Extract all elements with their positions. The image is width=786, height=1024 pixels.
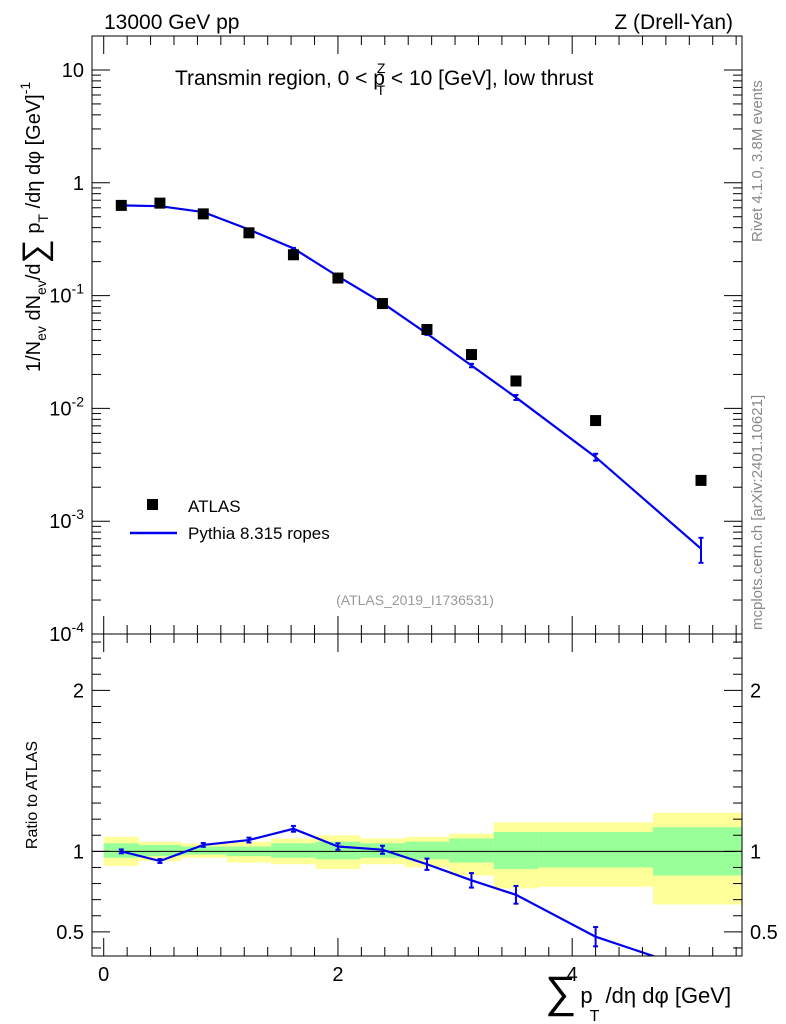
ratio-y-tick-label-right: 0.5 bbox=[750, 922, 778, 944]
ratio-y-tick-label-left: 0.5 bbox=[56, 922, 84, 944]
legend: ATLAS Pythia 8.315 ropes bbox=[130, 497, 330, 543]
x-axis-label: ∑ p T /dη dφ [GeV] bbox=[545, 968, 731, 1024]
x-tick-label: 0 bbox=[98, 964, 109, 986]
main-y-ticks: 10 1 10-1 10-2 10-3 10-4 bbox=[49, 35, 742, 646]
title-sup: Z bbox=[377, 60, 386, 76]
title-pre: Transmin region, 0 < p bbox=[175, 67, 385, 90]
atlas-point bbox=[115, 199, 127, 211]
ratio-y-tick-label-right: 2 bbox=[750, 680, 761, 702]
ratio-y-ticks: 0.5 0.5 1 1 2 2 bbox=[56, 641, 778, 949]
main-x-ticks bbox=[103, 36, 737, 634]
ratio-y-tick-label-left: 1 bbox=[73, 841, 84, 863]
stat-uncertainty-band bbox=[138, 844, 182, 857]
ratio-frame bbox=[91, 633, 743, 957]
atlas-point bbox=[332, 272, 344, 284]
atlas-point bbox=[197, 208, 209, 220]
atlas-point bbox=[154, 197, 166, 209]
main-title: Transmin region, 0 < pZ T < 10 [GeV], low… bbox=[175, 60, 594, 98]
atlas-point bbox=[421, 324, 433, 336]
mc-line bbox=[121, 204, 702, 550]
ratio-panel: 0.5 0.5 1 1 2 2 0 2 4 Ratio to ATLAS ∑ p T /dη dφ… bbox=[24, 633, 778, 1024]
x-tick-label: 2 bbox=[332, 964, 343, 986]
rivet-label: Rivet 4.1.0, 3.8M events bbox=[749, 80, 766, 242]
stat-uncertainty-band bbox=[538, 832, 653, 868]
atlas-point bbox=[510, 375, 522, 387]
title-sub: T bbox=[376, 82, 385, 98]
atlas-point bbox=[590, 415, 602, 427]
ratio-mc-line bbox=[121, 827, 657, 956]
ratio-x-ticks: 0 2 4 bbox=[98, 634, 737, 986]
y-tick-label: 1 bbox=[73, 173, 84, 195]
main-frame bbox=[91, 35, 743, 635]
y-tick-label: 10 bbox=[62, 60, 84, 82]
atlas-point bbox=[376, 298, 388, 310]
x-label-sigma: ∑ bbox=[545, 968, 576, 1017]
ratio-y-axis-label: Ratio to ATLAS bbox=[24, 741, 41, 849]
stat-uncertainty-band bbox=[493, 832, 539, 870]
x-tick-label: 4 bbox=[567, 964, 578, 986]
atlas-point bbox=[243, 227, 255, 239]
y-tick-label: 10-1 bbox=[49, 281, 84, 308]
stat-uncertainty-band bbox=[404, 841, 450, 860]
stat-uncertainty-band bbox=[449, 838, 494, 863]
ratio-y-tick-label-left: 2 bbox=[73, 680, 84, 702]
main-y-axis-label: 1/Nev dNev/d∑ pT /dη dφ [GeV]-1 bbox=[16, 82, 54, 372]
mcplots-label: mcplots.cern.ch [arXiv:2401.10621] bbox=[749, 395, 766, 630]
ratio-mc-series bbox=[118, 824, 657, 956]
y-tick-label: 10-2 bbox=[49, 393, 84, 420]
atlas-point bbox=[695, 474, 707, 486]
header-right: Z (Drell-Yan) bbox=[614, 11, 733, 34]
legend-atlas-label: ATLAS bbox=[188, 497, 241, 516]
atlas-series bbox=[115, 197, 707, 486]
y-tick-label: 10-3 bbox=[49, 506, 84, 533]
stat-uncertainty-band bbox=[271, 843, 316, 858]
legend-mc-label: Pythia 8.315 ropes bbox=[188, 524, 330, 543]
stat-uncertainty-band bbox=[181, 846, 227, 855]
ratio-y-tick-label-right: 1 bbox=[750, 841, 761, 863]
main-panel: 10 1 10-1 10-2 10-3 10-4 Transmin region, 0 <… bbox=[16, 35, 743, 646]
header-left: 13000 GeV pp bbox=[104, 11, 239, 34]
atlas-point bbox=[465, 349, 477, 361]
legend-atlas-marker bbox=[147, 499, 158, 510]
title-post: < 10 [GeV], low thrust bbox=[385, 67, 594, 90]
atlas-point bbox=[287, 249, 299, 261]
x-label-rest: /dη dφ [GeV] bbox=[599, 983, 731, 1008]
ratio-uncertainty-bands bbox=[103, 812, 742, 905]
x-label-sub: T bbox=[590, 1008, 600, 1024]
x-label-p: p bbox=[580, 983, 592, 1008]
watermark: (ATLAS_2019_I1736531) bbox=[336, 592, 494, 608]
y-tick-label: 10-4 bbox=[49, 619, 84, 646]
